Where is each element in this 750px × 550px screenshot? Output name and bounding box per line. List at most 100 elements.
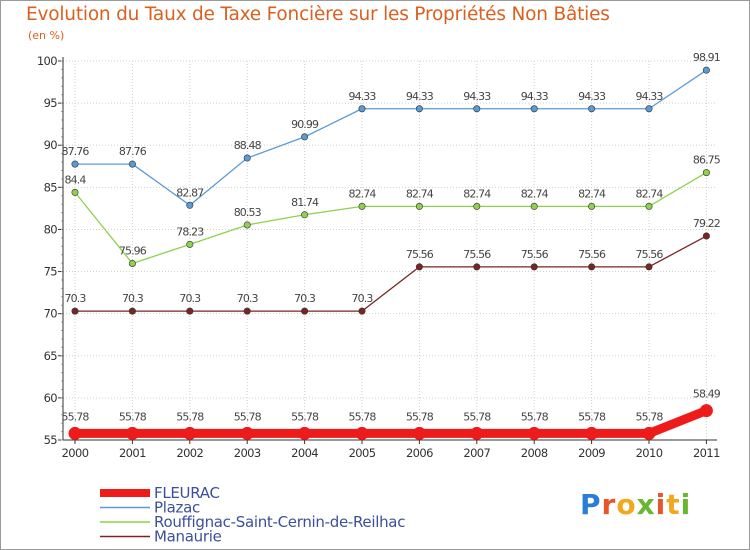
series-line-fleurac (70, 406, 711, 438)
x-tick-label: 2002 (176, 446, 203, 460)
data-point-fleurac (585, 426, 599, 440)
data-label-fleurac: 55.78 (119, 410, 147, 423)
data-point-rouffignac-saint-cernin-de-reilhac (128, 259, 136, 267)
y-tick-label: 75 (44, 265, 58, 279)
data-point-manaurie (71, 307, 79, 315)
data-point-rouffignac-saint-cernin-de-reilhac (71, 188, 79, 196)
data-point-manaurie (473, 263, 481, 271)
data-label-fleurac: 55.78 (406, 410, 434, 423)
data-point-plazac (415, 105, 423, 113)
data-label-plazac: 94.33 (463, 90, 491, 103)
data-point-fleurac (642, 426, 656, 440)
data-label-fleurac: 55.78 (62, 410, 90, 423)
data-point-rouffignac-saint-cernin-de-reilhac (186, 240, 194, 248)
data-label-rouffignac-saint-cernin-de-reilhac: 82.74 (463, 187, 491, 200)
brand-letter: i (655, 488, 667, 521)
y-tick-label: 65 (44, 349, 58, 363)
data-label-manaurie: 70.3 (122, 292, 144, 305)
data-point-manaurie (358, 307, 366, 315)
data-point-fleurac (298, 426, 312, 440)
x-tick-label: 2005 (349, 446, 376, 460)
data-point-manaurie (301, 307, 309, 315)
data-point-plazac (301, 133, 309, 141)
data-point-manaurie (128, 307, 136, 315)
x-tick-label: 2009 (578, 446, 605, 460)
data-point-plazac (71, 160, 79, 168)
data-label-manaurie: 79.22 (693, 217, 720, 230)
data-label-manaurie: 70.3 (65, 292, 87, 305)
data-label-manaurie: 75.56 (406, 248, 434, 261)
data-label-plazac: 90.99 (291, 118, 319, 131)
brand-letter: o (616, 488, 637, 521)
data-point-fleurac (470, 426, 484, 440)
grid (63, 60, 717, 441)
data-label-plazac: 94.33 (521, 90, 549, 103)
data-label-manaurie: 70.3 (237, 292, 259, 305)
data-label-fleurac: 58.49 (693, 388, 721, 401)
brand-logo: Proxiti (580, 488, 691, 521)
brand-letter: t (666, 488, 681, 521)
data-point-rouffignac-saint-cernin-de-reilhac (645, 202, 653, 210)
legend-label: FLEURAC (154, 484, 220, 502)
series (68, 66, 713, 440)
data-label-rouffignac-saint-cernin-de-reilhac: 82.74 (636, 187, 664, 200)
brand-letter: P (580, 488, 602, 521)
data-label-fleurac: 55.78 (578, 410, 606, 423)
data-label-manaurie: 75.56 (578, 248, 606, 261)
data-label-manaurie: 75.56 (521, 248, 549, 261)
data-point-fleurac (125, 426, 139, 440)
y-tick-label: 55 (44, 433, 58, 447)
data-point-plazac (128, 160, 136, 168)
data-label-plazac: 94.33 (578, 90, 606, 103)
brand-letter: x (636, 488, 656, 521)
x-tick-label: 2003 (234, 446, 261, 460)
data-label-manaurie: 70.3 (294, 292, 316, 305)
data-label-fleurac: 55.78 (636, 410, 664, 423)
data-label-plazac: 87.76 (62, 145, 90, 158)
data-point-manaurie (186, 307, 194, 315)
data-label-fleurac: 55.78 (234, 410, 262, 423)
data-label-rouffignac-saint-cernin-de-reilhac: 82.74 (349, 187, 377, 200)
data-point-manaurie (702, 232, 710, 240)
data-point-fleurac (699, 404, 713, 418)
data-label-manaurie: 75.56 (463, 248, 491, 261)
data-point-plazac (473, 105, 481, 113)
data-label-plazac: 87.76 (119, 145, 147, 158)
legend-label: Plazac (154, 499, 200, 517)
x-tick-label: 2008 (521, 446, 548, 460)
y-tick-label: 90 (44, 138, 58, 152)
data-point-rouffignac-saint-cernin-de-reilhac (415, 202, 423, 210)
data-point-fleurac (68, 426, 82, 440)
y-tick-label: 70 (44, 307, 58, 321)
x-tick-label: 2004 (291, 446, 318, 460)
x-tick-label: 2007 (463, 446, 490, 460)
data-point-fleurac (355, 426, 369, 440)
data-point-plazac (358, 105, 366, 113)
data-label-fleurac: 55.78 (521, 410, 549, 423)
data-label-fleurac: 55.78 (291, 410, 319, 423)
brand-letter: i (680, 488, 692, 521)
series-line-manaurie (74, 235, 708, 312)
data-label-rouffignac-saint-cernin-de-reilhac: 86.75 (693, 154, 721, 167)
data-label-rouffignac-saint-cernin-de-reilhac: 82.74 (521, 187, 549, 200)
x-tick-label: 2001 (119, 446, 146, 460)
axes: 55 60 65 70 75 80 85 90 95 100 2000 2001 2002 2003 200… (37, 54, 721, 460)
data-label-rouffignac-saint-cernin-de-reilhac: 80.53 (234, 206, 262, 219)
data-point-manaurie (530, 263, 538, 271)
data-point-rouffignac-saint-cernin-de-reilhac (358, 202, 366, 210)
data-point-fleurac (412, 426, 426, 440)
x-tick-label: 2011 (693, 446, 720, 460)
chart-title: Evolution du Taux de Taxe Foncière sur l… (26, 4, 610, 25)
data-point-plazac (702, 66, 710, 74)
y-tick-label: 100 (37, 54, 57, 68)
data-label-rouffignac-saint-cernin-de-reilhac: 78.23 (176, 225, 204, 238)
y-tick-label: 95 (44, 96, 58, 110)
data-point-fleurac (240, 426, 254, 440)
legend-label: Manaurie (154, 528, 222, 546)
series-line-plazac (74, 69, 708, 206)
data-point-rouffignac-saint-cernin-de-reilhac (301, 211, 309, 219)
data-label-fleurac: 55.78 (176, 410, 204, 423)
data-label-plazac: 94.33 (406, 90, 434, 103)
